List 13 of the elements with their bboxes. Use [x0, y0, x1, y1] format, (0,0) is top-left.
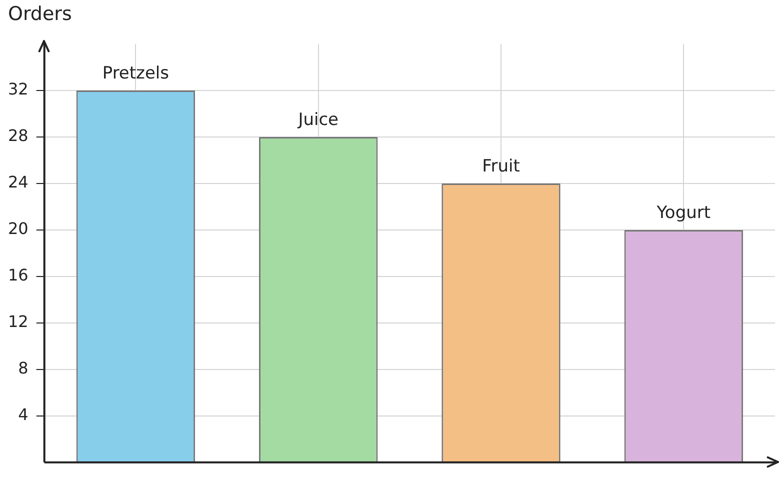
y-tick-label: 20	[8, 219, 28, 238]
x-tick-label: Yogurt	[656, 202, 711, 223]
y-tick-label: 24	[8, 172, 28, 192]
y-tick-label: 4	[18, 405, 28, 424]
y-tick-label: 16	[8, 266, 28, 285]
y-tick-label: 12	[8, 312, 28, 332]
y-axis-title: Orders	[8, 3, 72, 25]
y-tick-label: 28	[8, 126, 28, 146]
y-tick-label: 32	[8, 80, 28, 99]
x-tick-label: Juice	[297, 110, 339, 130]
x-tick-label: Pretzels	[102, 63, 170, 84]
y-tick-label: 8	[18, 358, 28, 378]
x-tick-label: Fruit	[482, 156, 520, 176]
